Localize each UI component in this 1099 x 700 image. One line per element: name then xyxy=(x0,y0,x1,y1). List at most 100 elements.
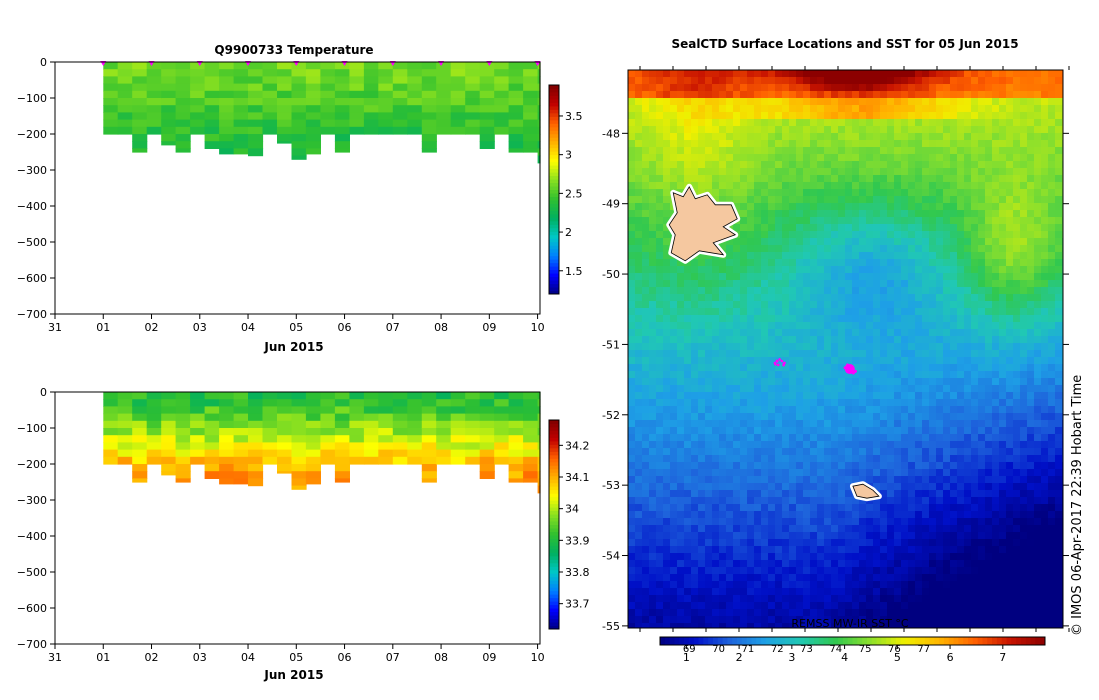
section-cell xyxy=(407,392,423,400)
sst-pixel xyxy=(796,210,804,218)
sst-pixel xyxy=(712,483,720,491)
map-title: SealCTD Surface Locations and SST for 05… xyxy=(671,37,1018,51)
sst-pixel xyxy=(894,273,902,281)
section-cell xyxy=(146,69,162,77)
sst-pixel xyxy=(943,112,951,120)
sst-pixel xyxy=(992,98,1000,106)
sst-pixel xyxy=(1048,98,1056,106)
section-cell xyxy=(508,413,524,422)
section-cell xyxy=(508,442,524,451)
sst-pixel xyxy=(908,140,916,148)
sst-pixel xyxy=(824,154,832,162)
sst-pixel xyxy=(649,504,657,512)
colorbar-segment xyxy=(549,220,559,225)
sst-pixel xyxy=(768,350,776,358)
sst-pixel xyxy=(635,371,643,379)
sst-pixel xyxy=(880,315,888,323)
sst-pixel xyxy=(950,343,958,351)
sst-pixel xyxy=(705,308,713,316)
sst-pixel xyxy=(719,119,727,127)
sst-pixel xyxy=(922,238,930,246)
sst-pixel xyxy=(726,434,734,442)
sst-pixel xyxy=(712,413,720,421)
section-cell xyxy=(320,449,336,458)
sst-pixel xyxy=(845,476,853,484)
sst-pixel xyxy=(985,301,993,309)
sst-pixel xyxy=(649,259,657,267)
sst-pixel xyxy=(628,455,636,463)
sst-pixel xyxy=(768,455,776,463)
sst-pixel xyxy=(922,224,930,232)
sst-pixel xyxy=(873,406,881,414)
sst-pixel xyxy=(698,469,706,477)
sst-pixel xyxy=(992,455,1000,463)
section-cell xyxy=(363,413,379,422)
sst-pixel xyxy=(677,77,685,85)
sst-pixel xyxy=(698,420,706,428)
section-cell xyxy=(161,399,177,407)
sst-pixel xyxy=(1013,427,1021,435)
sst-pixel xyxy=(852,427,860,435)
sst-pixel xyxy=(901,84,909,92)
colorbar-segment xyxy=(549,468,559,473)
sst-pixel xyxy=(628,294,636,302)
sst-pixel xyxy=(1006,420,1014,428)
sst-pixel xyxy=(852,196,860,204)
sst-pixel xyxy=(915,105,923,113)
sst-pixel xyxy=(698,287,706,295)
section-cell xyxy=(132,98,148,106)
sst-pixel xyxy=(663,147,671,155)
sst-pixel xyxy=(901,175,909,183)
colorbar-segment xyxy=(549,475,559,480)
section-cell xyxy=(277,76,293,85)
sst-pixel xyxy=(698,91,706,99)
sst-pixel xyxy=(747,406,755,414)
sst-pixel xyxy=(1020,245,1028,253)
sst-pixel xyxy=(824,329,832,337)
sst-pixel xyxy=(1006,231,1014,239)
sst-pixel xyxy=(726,483,734,491)
sst-pixel xyxy=(642,329,650,337)
sst-pixel xyxy=(866,231,874,239)
sst-pixel xyxy=(747,357,755,365)
sst-pixel xyxy=(859,504,867,512)
sst-pixel xyxy=(1020,350,1028,358)
sst-pixel xyxy=(950,140,958,148)
sst-pixel xyxy=(845,406,853,414)
sst-pixel xyxy=(852,497,860,505)
sst-pixel xyxy=(698,161,706,169)
sst-pixel xyxy=(950,511,958,519)
colorbar-segment xyxy=(549,224,559,229)
sst-pixel xyxy=(936,91,944,99)
sst-pixel xyxy=(635,231,643,239)
section-cell xyxy=(363,62,379,70)
sst-pixel xyxy=(957,168,965,176)
sst-pixel xyxy=(656,245,664,253)
sst-pixel xyxy=(999,364,1007,372)
sst-pixel xyxy=(887,238,895,246)
sst-pixel xyxy=(852,371,860,379)
section-cell xyxy=(436,449,452,458)
sst-pixel xyxy=(971,476,979,484)
sst-pixel xyxy=(628,315,636,323)
sst-pixel xyxy=(922,301,930,309)
sst-pixel xyxy=(915,168,923,176)
sst-pixel xyxy=(712,133,720,141)
sst-pixel xyxy=(1013,371,1021,379)
sst-pixel xyxy=(964,91,972,99)
colorbar-segment xyxy=(549,622,559,627)
sst-pixel xyxy=(971,315,979,323)
section-cell xyxy=(190,456,206,465)
section-cell xyxy=(219,420,235,429)
section-cell xyxy=(175,69,191,77)
sst-pixel xyxy=(789,77,797,85)
sst-pixel xyxy=(887,126,895,134)
sst-pixel xyxy=(922,140,930,148)
sst-pixel xyxy=(915,182,923,190)
sst-pixel xyxy=(1048,273,1056,281)
sst-pixel xyxy=(957,448,965,456)
sst-pixel xyxy=(901,392,909,400)
sst-pixel xyxy=(768,511,776,519)
sst-pixel xyxy=(1034,490,1042,498)
sst-pixel xyxy=(936,98,944,106)
